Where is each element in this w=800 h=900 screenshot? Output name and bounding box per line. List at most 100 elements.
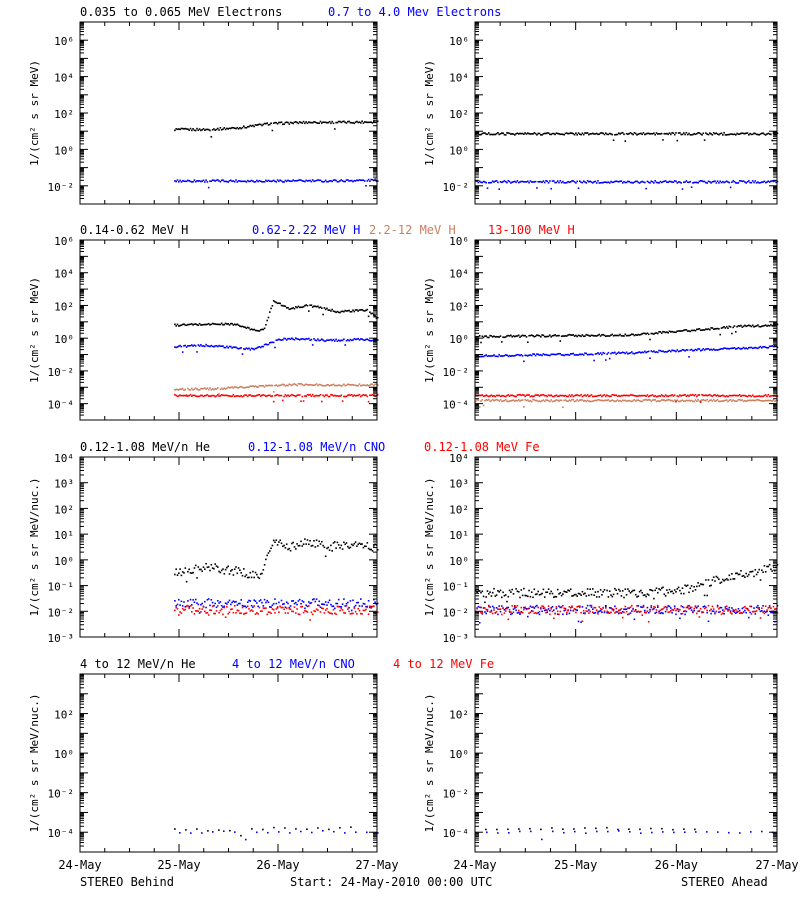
data-point <box>181 179 184 182</box>
data-point <box>341 548 344 550</box>
data-point <box>228 127 231 130</box>
data-point <box>631 394 633 396</box>
data-point <box>497 399 499 401</box>
data-point <box>653 350 655 352</box>
data-point <box>742 132 745 135</box>
data-point <box>751 324 754 327</box>
data-point <box>707 328 710 330</box>
data-point <box>527 394 529 396</box>
data-point <box>504 354 507 356</box>
data-point <box>289 605 292 607</box>
data-point <box>363 310 366 312</box>
data-point <box>662 586 664 589</box>
data-point <box>336 395 339 397</box>
data-point <box>209 387 211 389</box>
data-point <box>732 180 734 182</box>
data-point <box>560 594 563 597</box>
data-point <box>556 588 559 591</box>
data-point <box>744 181 746 183</box>
data-point <box>640 333 642 336</box>
data-point <box>296 180 298 182</box>
data-point <box>481 181 484 184</box>
data-point <box>764 346 767 349</box>
data-point <box>190 832 192 834</box>
data-point <box>524 354 526 357</box>
data-point <box>252 395 254 397</box>
data-point <box>328 309 331 311</box>
data-point <box>764 324 767 326</box>
data-point <box>679 609 681 611</box>
data-point <box>334 310 336 313</box>
legend-4-to-12-mev-fe: 4 to 12 MeV Fe <box>393 657 494 671</box>
data-point <box>226 603 228 605</box>
data-point <box>663 399 666 401</box>
data-point <box>511 605 513 607</box>
data-point <box>528 132 530 135</box>
data-point <box>265 601 267 604</box>
data-point <box>340 394 343 397</box>
data-point <box>519 132 521 135</box>
data-point <box>659 180 662 183</box>
data-point <box>366 338 369 340</box>
y-tick-label: 10⁶ <box>54 235 74 248</box>
data-point <box>658 395 660 397</box>
data-point <box>636 352 638 354</box>
data-point <box>178 181 180 183</box>
data-point <box>649 588 651 591</box>
data-point <box>262 123 265 126</box>
data-point <box>326 339 328 341</box>
data-point <box>261 124 263 127</box>
data-point <box>761 607 763 609</box>
data-point <box>366 121 369 124</box>
data-point <box>650 350 653 352</box>
data-point <box>685 606 688 609</box>
data-point <box>562 394 564 397</box>
data-point <box>353 337 356 340</box>
data-point <box>573 181 576 183</box>
data-point <box>696 585 698 588</box>
data-point <box>733 133 736 135</box>
data-point <box>569 334 572 336</box>
data-point <box>637 395 640 397</box>
data-point <box>236 604 239 606</box>
data-point <box>211 179 214 181</box>
data-point <box>176 179 179 181</box>
data-point <box>614 180 616 183</box>
data-point <box>614 351 616 354</box>
data-point <box>236 323 239 325</box>
data-point <box>715 349 718 351</box>
data-point <box>245 347 248 349</box>
data-point <box>356 394 358 397</box>
data-point <box>670 133 672 136</box>
data-point <box>699 399 702 402</box>
data-point <box>550 590 552 593</box>
data-point <box>688 608 690 610</box>
data-point <box>770 611 772 614</box>
data-point <box>612 400 615 402</box>
data-point <box>564 591 567 593</box>
data-point <box>707 394 710 397</box>
data-point <box>514 134 516 136</box>
data-point <box>497 613 499 616</box>
data-point <box>308 310 310 312</box>
data-point <box>181 394 184 397</box>
data-point <box>510 334 512 337</box>
data-point <box>530 400 533 403</box>
data-point <box>653 606 655 608</box>
data-point <box>370 312 372 315</box>
data-point <box>668 132 671 134</box>
data-point <box>327 546 330 549</box>
data-point <box>245 838 247 841</box>
data-point <box>504 610 507 612</box>
data-point <box>650 132 653 135</box>
data-point <box>322 181 324 183</box>
data-point <box>313 610 315 612</box>
data-point <box>218 392 220 395</box>
data-point <box>300 121 302 124</box>
data-point <box>722 180 724 183</box>
data-point <box>241 325 244 328</box>
data-point <box>685 399 688 402</box>
data-point <box>183 394 185 397</box>
plot-frame <box>474 239 778 421</box>
data-point <box>231 126 233 129</box>
